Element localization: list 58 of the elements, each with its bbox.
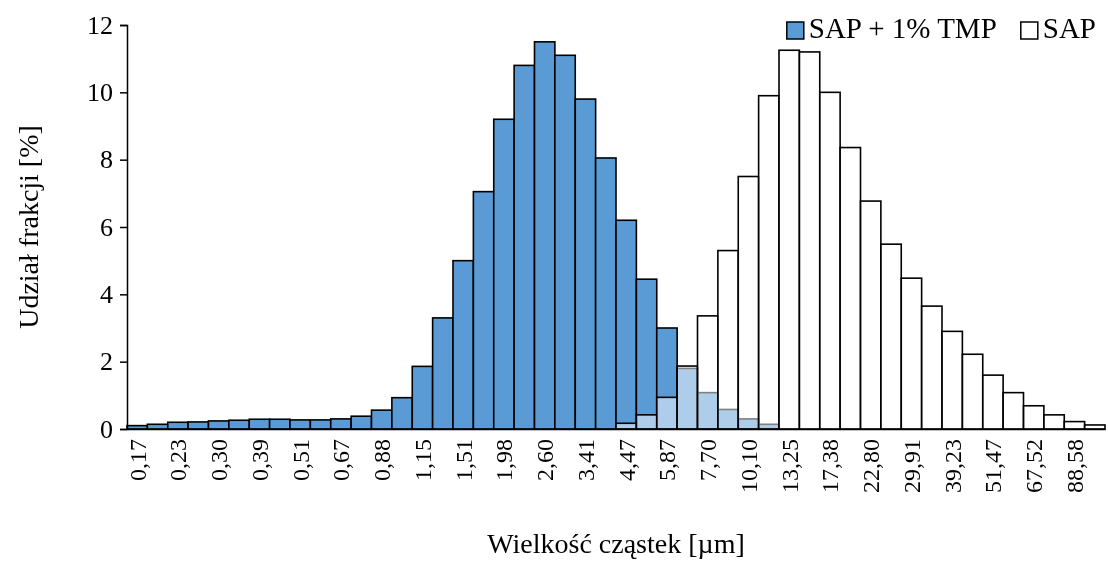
- legend-label: SAP + 1% TMP: [808, 12, 997, 44]
- bar: [717, 249, 740, 430]
- bar: [859, 200, 882, 430]
- y-tick-label: 0: [100, 414, 113, 444]
- y-axis-title: Udział frakcji [%]: [13, 125, 44, 329]
- bar: [615, 422, 638, 430]
- x-tick-label: 0,39: [246, 439, 273, 481]
- bar: [1043, 414, 1066, 430]
- legend-label: SAP: [1042, 12, 1096, 44]
- x-tick-label: 7,70: [695, 439, 722, 481]
- x-tick-label: 39,23: [939, 439, 966, 493]
- bar: [818, 91, 841, 430]
- y-tick-label: 6: [100, 212, 113, 242]
- x-tick-label: 3,41: [572, 439, 599, 481]
- x-tick-label: 0,30: [206, 439, 233, 481]
- x-tick-label: 4,47: [613, 439, 640, 481]
- y-tick-label: 4: [100, 280, 113, 310]
- x-tick-label: 10,10: [735, 439, 762, 493]
- x-tick-label: 1,51: [450, 439, 477, 481]
- x-tick-label: 29,91: [898, 439, 925, 493]
- bar: [737, 175, 760, 430]
- bar: [981, 374, 1004, 430]
- x-tick-label: 22,80: [858, 439, 885, 493]
- x-tick-label: 0,17: [124, 439, 151, 481]
- bar: [941, 330, 964, 430]
- bar: [1002, 391, 1025, 430]
- bar: [1083, 424, 1106, 430]
- x-tick-label: 2,60: [532, 439, 559, 481]
- bar: [880, 243, 903, 430]
- x-tick-label: 51,47: [980, 439, 1007, 493]
- x-tick-label: 67,52: [1021, 439, 1048, 493]
- bar: [900, 277, 923, 430]
- y-tick-label: 8: [100, 145, 113, 175]
- y-tick-label: 2: [100, 347, 113, 377]
- x-tick-label: 0,67: [328, 439, 355, 481]
- x-tick-label: 0,51: [287, 439, 314, 481]
- y-tick-label: 10: [87, 78, 113, 108]
- bar: [635, 414, 658, 430]
- x-axis-title: Wielkość cząstek [µm]: [487, 528, 745, 559]
- x-tick-label: 13,25: [776, 439, 803, 493]
- x-tick-label: 0,23: [165, 439, 192, 481]
- x-tick-label: 1,15: [409, 439, 436, 481]
- x-tick-label: 17,38: [817, 439, 844, 493]
- bar: [920, 305, 943, 430]
- bar: [961, 353, 984, 430]
- bar: [778, 49, 801, 430]
- bar: [655, 396, 678, 430]
- x-tick-label: 0,88: [369, 439, 396, 481]
- bar: [1022, 404, 1045, 430]
- bar: [1063, 420, 1086, 430]
- x-tick-label: 5,87: [654, 439, 681, 481]
- bar: [839, 146, 862, 430]
- x-tick-label: 88,58: [1061, 439, 1088, 493]
- bar: [696, 315, 719, 430]
- x-tick-label: 1,98: [491, 439, 518, 481]
- bar: [798, 51, 821, 430]
- y-tick-label: 12: [87, 10, 113, 40]
- bar: [757, 94, 780, 430]
